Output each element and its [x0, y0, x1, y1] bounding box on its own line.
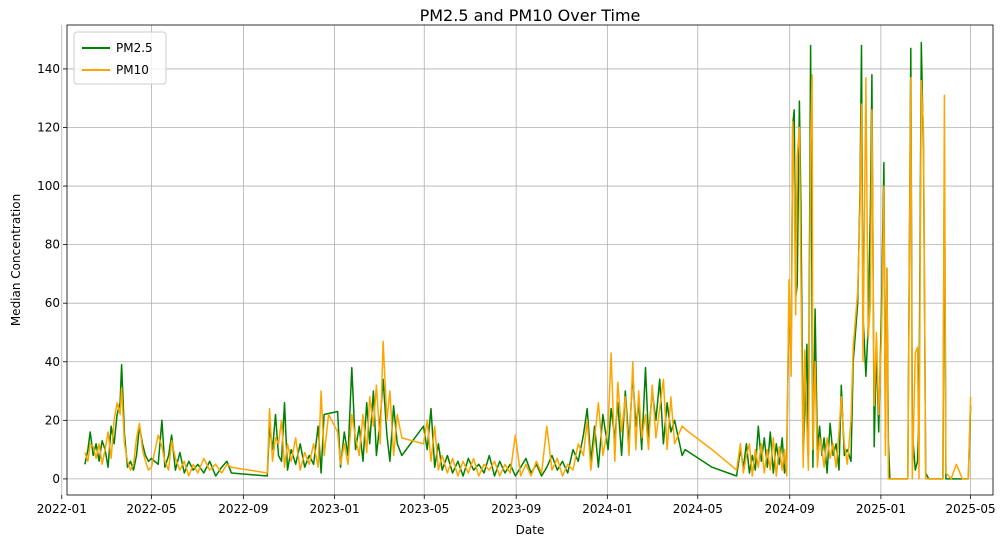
y-axis-label: Median Concentration — [9, 194, 23, 326]
series-layer — [84, 41, 972, 480]
x-tick-label: 2024-09 — [765, 502, 815, 516]
plot-frame — [66, 24, 994, 496]
chart-title: PM2.5 and PM10 Over Time — [420, 6, 641, 25]
y-tick-label: 140 — [37, 62, 60, 76]
legend-label-pm10: PM10 — [116, 63, 149, 77]
x-axis-ticks: 2022-01 2022-05 2022-09 2023-01 2023-05 2023-… — [37, 495, 996, 516]
y-tick-label: 80 — [45, 238, 60, 252]
x-axis-label: Date — [516, 523, 545, 537]
x-tick-label: 2024-05 — [673, 502, 723, 516]
y-tick-label: 40 — [45, 355, 60, 369]
y-tick-label: 60 — [45, 296, 60, 310]
x-tick-label: 2022-01 — [37, 502, 87, 516]
y-tick-label: 20 — [45, 413, 60, 427]
x-tick-label: 2022-05 — [126, 502, 176, 516]
y-tick-label: 120 — [37, 120, 60, 134]
y-tick-label: 100 — [37, 179, 60, 193]
x-tick-label: 2024-01 — [582, 502, 632, 516]
series-line-pm10 — [84, 74, 972, 480]
series-line-pm25 — [84, 41, 972, 480]
x-tick-label: 2023-01 — [309, 502, 359, 516]
legend-label-pm25: PM2.5 — [116, 41, 153, 55]
y-axis-ticks: 0 20 40 60 80 100 120 140 — [37, 62, 67, 486]
y-tick-label: 0 — [52, 472, 60, 486]
grid — [61, 25, 993, 495]
x-tick-label: 2025-05 — [946, 502, 996, 516]
legend: PM2.5 PM10 — [73, 31, 167, 85]
x-tick-label: 2022-09 — [218, 502, 268, 516]
x-tick-label: 2023-05 — [399, 502, 449, 516]
x-tick-label: 2023-09 — [491, 502, 541, 516]
x-tick-label: 2025-01 — [856, 502, 906, 516]
